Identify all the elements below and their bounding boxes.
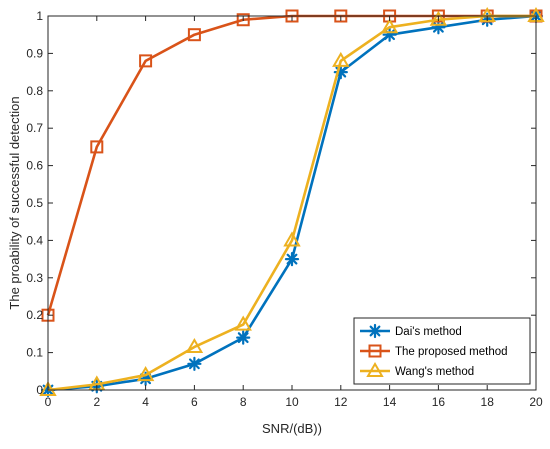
legend-label-0: Dai's method [395, 326, 462, 338]
x-axis-label: SNR/(dB)) [262, 421, 322, 436]
series-layer [39, 7, 545, 398]
x-tick-label-7: 14 [383, 395, 397, 409]
y-tick-label-7: 0.7 [26, 121, 43, 135]
series-2 [39, 7, 545, 397]
legend-item-2: Wang's method [360, 362, 474, 378]
y-tick-label-2: 0.2 [26, 308, 43, 322]
legend-label-2: Wang's method [395, 366, 474, 378]
x-tick-label-5: 10 [285, 395, 299, 409]
y-tick-label-5: 0.5 [26, 196, 43, 210]
y-tick-label-1: 0.1 [26, 346, 43, 360]
x-tick-label-6: 12 [334, 395, 348, 409]
data-point-2-8 [429, 10, 448, 26]
y-tick-label-9: 0.9 [26, 46, 43, 60]
data-point-2-5 [283, 231, 301, 247]
y-tick-label-3: 0.3 [26, 271, 43, 285]
y-axis-label: The proability of successful detection [7, 96, 22, 309]
legend-marker-0 [367, 323, 383, 339]
data-point-2-3 [185, 338, 204, 354]
data-point-1-3 [187, 28, 201, 42]
legend-item-1: The proposed method [360, 344, 508, 358]
legend-marker-2 [366, 362, 384, 378]
data-point-2-2 [136, 366, 155, 382]
legend-marker-1 [368, 344, 382, 358]
data-point-0-8 [431, 20, 446, 35]
x-tick-label-3: 6 [191, 395, 198, 409]
data-point-0-4 [236, 330, 251, 345]
y-tick-label-6: 0.6 [26, 159, 43, 173]
data-point-2-0 [39, 381, 57, 397]
x-tick-label-8: 16 [432, 395, 446, 409]
x-tick-label-10: 20 [529, 395, 543, 409]
data-point-2-9 [478, 7, 496, 23]
data-point-1-1 [90, 140, 104, 154]
y-tick-label-10: 1 [36, 9, 43, 23]
axes-layer: 0 2 4 6 8 10 12 14 16 18 20 0 0.1 0.2 0.3 0.4 0.5 0.6 0.7 0… [26, 9, 543, 409]
x-tick-label-9: 18 [481, 395, 495, 409]
data-point-2-6 [332, 51, 350, 67]
y-tick-label-8: 0.8 [26, 84, 43, 98]
data-point-2-7 [380, 18, 399, 34]
legend-item-0: Dai's method [360, 323, 462, 339]
y-tick-label-4: 0.4 [26, 233, 43, 247]
data-point-0-5 [284, 252, 300, 267]
x-tick-label-0: 0 [45, 395, 52, 409]
series-line-2 [47, 14, 536, 392]
x-tick-label-2: 4 [142, 395, 149, 409]
data-point-1-4 [236, 13, 250, 27]
y-tick-label-0: 0 [36, 383, 43, 397]
data-point-0-3 [187, 356, 202, 371]
x-tick-label-4: 8 [240, 395, 247, 409]
data-point-2-4 [234, 315, 252, 331]
legend-label-1: The proposed method [395, 346, 508, 358]
data-point-1-2 [139, 54, 153, 68]
legend: Dai's method The proposed method Wang's me… [353, 317, 531, 385]
x-tick-label-1: 2 [93, 395, 100, 409]
